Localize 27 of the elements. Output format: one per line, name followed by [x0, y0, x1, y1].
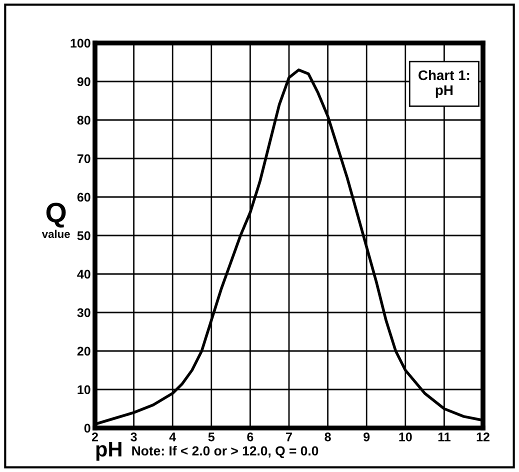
x-tick-label: 3: [130, 432, 137, 442]
y-tick-label: 30: [77, 308, 90, 318]
y-tick-label: 70: [77, 154, 90, 164]
y-tick-label: 80: [77, 116, 90, 125]
x-tick-label: 2: [92, 432, 98, 442]
y-tick-label: 60: [77, 192, 90, 202]
x-tick-label: 6: [247, 432, 254, 442]
text: Chart 1: pH: [418, 70, 470, 98]
x-axis-title: pH: [96, 442, 122, 461]
x-tick-label: 9: [364, 432, 370, 442]
x-tick-label: 10: [399, 432, 412, 442]
y-axis-title: Q: [46, 202, 66, 228]
y-tick-label: 40: [77, 270, 90, 279]
y-tick-label: 50: [77, 231, 90, 240]
y-tick-label: 100: [70, 38, 90, 48]
y-tick-label: 0: [84, 424, 90, 433]
text: Note: If < 2.0 or > 12.0, Q = 0.0: [132, 446, 318, 458]
x-tick-label: 4: [169, 432, 176, 442]
text: value: [42, 230, 70, 238]
x-tick-label: 11: [438, 432, 450, 442]
y-tick-label: 90: [77, 77, 90, 86]
x-tick-label: 7: [286, 432, 292, 442]
y-tick-label: 20: [77, 346, 90, 356]
x-tick-label: 5: [208, 432, 215, 442]
x-tick-label: 12: [476, 432, 490, 442]
y-tick-label: 10: [78, 385, 90, 394]
x-tick-label: 8: [324, 432, 331, 442]
